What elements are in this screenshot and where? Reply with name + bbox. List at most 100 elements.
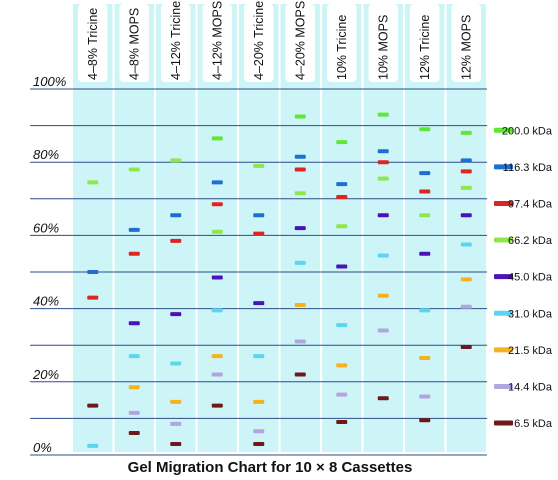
band [419, 418, 431, 423]
lane-label: 4–12% Tricine [169, 1, 183, 80]
band [211, 308, 223, 313]
grid-lines [30, 88, 487, 456]
legend-label: 21.5 kDa [508, 345, 553, 357]
lane-label-box [285, 4, 315, 82]
band [336, 264, 348, 269]
band [128, 251, 140, 256]
legend-marker [494, 383, 513, 389]
band [336, 323, 348, 328]
lane-label-box [202, 4, 232, 82]
band [211, 180, 223, 185]
band [128, 321, 140, 326]
lane-label: 10% Tricine [335, 15, 349, 80]
band [253, 231, 265, 236]
band [87, 403, 99, 408]
band [128, 354, 140, 359]
band [460, 242, 472, 247]
band [170, 312, 182, 317]
band [336, 392, 348, 397]
band [87, 180, 99, 185]
y-tick-label: 40% [33, 294, 59, 309]
lane-labels: 4–8% Tricine 4–8% MOPS 4–12% Tricine 4–12% … [86, 1, 474, 80]
band [460, 345, 472, 350]
band [460, 277, 472, 282]
band [419, 213, 431, 218]
band [377, 149, 389, 154]
band [253, 354, 265, 359]
band [170, 421, 182, 426]
legend-marker [494, 127, 513, 133]
band [377, 160, 389, 165]
y-tick-label: 100% [33, 74, 66, 89]
band [128, 385, 140, 390]
lane-label: 10% MOPS [376, 15, 390, 80]
band [419, 251, 431, 256]
band [211, 136, 223, 141]
band [253, 301, 265, 306]
band [211, 229, 223, 234]
band [460, 185, 472, 190]
band [128, 167, 140, 172]
band [294, 302, 306, 307]
band [336, 194, 348, 199]
band [170, 361, 182, 366]
band [170, 442, 182, 447]
band [87, 443, 99, 448]
band [460, 169, 472, 174]
band [377, 176, 389, 181]
band [294, 167, 306, 172]
band [170, 158, 182, 163]
band [294, 260, 306, 265]
band [294, 114, 306, 119]
band [419, 171, 431, 176]
band [253, 429, 265, 434]
band [419, 189, 431, 194]
band [211, 275, 223, 280]
band [419, 356, 431, 361]
band [170, 399, 182, 404]
band [336, 420, 348, 425]
y-axis-ticks: 0% 20% 40% 60% 80% 100% [32, 74, 66, 455]
legend-label: 45.0 kDa [508, 272, 553, 284]
band [419, 308, 431, 313]
band [128, 431, 140, 436]
band [294, 372, 306, 377]
legend-marker [494, 347, 513, 353]
legend-label: 14.4 kDa [508, 381, 553, 393]
lane-label: 12% MOPS [459, 15, 473, 80]
legend-label: 66.2 kDa [508, 235, 553, 247]
lane-label-box [451, 4, 481, 82]
band [253, 399, 265, 404]
band [253, 163, 265, 168]
lane-label: 4–20% MOPS [293, 1, 307, 80]
band [377, 293, 389, 298]
lane-label-box [78, 4, 108, 82]
band [377, 112, 389, 117]
band [460, 304, 472, 309]
band [336, 363, 348, 368]
lane-label: 4–8% Tricine [86, 8, 100, 80]
legend-marker [494, 200, 513, 206]
lane-label-box [161, 4, 191, 82]
band [170, 213, 182, 218]
band [336, 182, 348, 187]
band [211, 202, 223, 207]
band [294, 226, 306, 231]
band [170, 238, 182, 243]
band [419, 394, 431, 399]
band [377, 253, 389, 258]
y-tick-label: 20% [32, 367, 59, 382]
band [87, 270, 99, 274]
lane-label-box [244, 4, 274, 82]
band [87, 295, 99, 300]
legend-marker [494, 420, 513, 426]
chart-title: Gel Migration Chart for 10 × 8 Cassettes [128, 459, 413, 476]
legend-marker [494, 274, 513, 280]
band [253, 442, 265, 447]
band [211, 403, 223, 408]
y-tick-label: 0% [33, 440, 52, 455]
band [294, 191, 306, 196]
lane-label-box [327, 4, 357, 82]
y-tick-label: 60% [33, 220, 59, 235]
